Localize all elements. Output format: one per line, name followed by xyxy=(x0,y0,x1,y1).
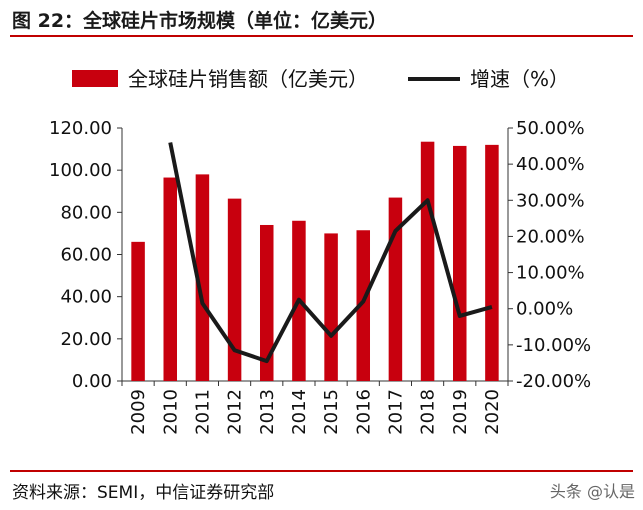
x-tick-label: 2019 xyxy=(450,389,471,435)
x-tick-label: 2012 xyxy=(225,389,246,435)
bar-2017 xyxy=(388,197,403,381)
bar-2019 xyxy=(452,145,467,381)
right-tick-label: 0.00% xyxy=(516,299,573,320)
right-tick-label: 30.00% xyxy=(516,190,585,211)
x-tick-label: 2018 xyxy=(418,389,439,435)
right-tick-label: 10.00% xyxy=(516,263,585,284)
x-tick-label: 2013 xyxy=(257,389,278,435)
title-rule xyxy=(10,35,633,37)
left-tick-label: 20.00 xyxy=(60,329,112,350)
x-tick-label: 2009 xyxy=(128,389,149,435)
legend-line-label: 增速（%） xyxy=(470,67,569,91)
x-tick-label: 2014 xyxy=(289,389,310,435)
left-axis-ticks: 0.00 20.00 40.00 60.00 80.00 100.00 120.00 xyxy=(49,118,122,392)
bar-2010 xyxy=(163,177,178,381)
x-tick-label: 2015 xyxy=(321,389,342,435)
watermark-text: 头条 @认是 xyxy=(549,482,635,501)
bar-2011 xyxy=(195,174,210,381)
legend: 全球硅片销售额（亿美元） 增速（%） xyxy=(72,67,569,91)
right-axis-ticks: -20.00% -10.00% 0.00% 10.00% 20.00% 30.00% 40.… xyxy=(508,118,591,392)
bar-2009 xyxy=(131,241,145,381)
right-tick-label: 20.00% xyxy=(516,226,585,247)
x-tick-label: 2010 xyxy=(160,389,181,435)
growth-line-series xyxy=(168,142,493,364)
right-tick-label: -20.00% xyxy=(516,371,591,392)
bar-2015 xyxy=(324,233,338,381)
footer-rule xyxy=(10,470,633,472)
bar-2012 xyxy=(227,198,242,381)
right-tick-label: 50.00% xyxy=(516,118,585,139)
x-tick-label: 2020 xyxy=(482,389,503,435)
x-tick-label: 2011 xyxy=(192,389,213,435)
x-axis-ticks: 2009 2010 2011 2012 2013 2014 2015 2016 2017 2018… xyxy=(121,381,509,435)
bar-2016 xyxy=(356,230,371,381)
left-tick-label: 120.00 xyxy=(49,118,112,139)
bar-series xyxy=(131,141,499,381)
left-tick-label: 80.00 xyxy=(60,202,112,223)
right-tick-label: -10.00% xyxy=(516,335,591,356)
bar-2018 xyxy=(420,141,435,381)
growth-line xyxy=(168,142,493,364)
source-note: 资料来源：SEMI，中信证券研究部 xyxy=(12,483,275,503)
x-tick-label: 2017 xyxy=(385,389,406,435)
chart-area: 全球硅片销售额（亿美元） 增速（%） 0.00 20.00 40.00 60.00 80… xyxy=(49,67,591,435)
right-tick-label: 40.00% xyxy=(516,154,585,175)
bar-2013 xyxy=(259,224,274,381)
left-tick-label: 100.00 xyxy=(49,160,112,181)
left-tick-label: 40.00 xyxy=(60,287,112,308)
chart-title: 图 22：全球硅片市场规模（单位：亿美元） xyxy=(12,10,388,32)
left-tick-label: 60.00 xyxy=(60,245,112,266)
bar-2020 xyxy=(485,144,499,381)
left-tick-label: 0.00 xyxy=(72,371,112,392)
x-tick-label: 2016 xyxy=(353,389,374,435)
legend-bar-swatch xyxy=(72,70,118,87)
legend-bar-label: 全球硅片销售额（亿美元） xyxy=(128,67,368,91)
